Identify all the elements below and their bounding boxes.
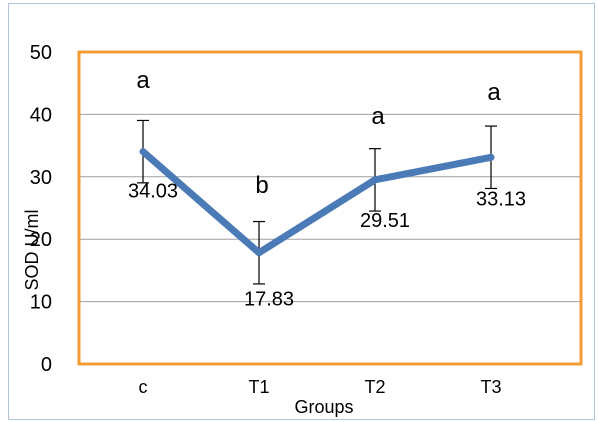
y-axis-ticks: 0 10 20 30 40 50 bbox=[30, 42, 52, 376]
data-labels: 34.03 17.83 29.51 33.13 bbox=[128, 181, 526, 311]
y-tick-label: 50 bbox=[30, 42, 52, 64]
significance-letter: a bbox=[487, 79, 501, 106]
x-tick-label: c bbox=[139, 377, 148, 397]
significance-letter: a bbox=[371, 103, 385, 130]
data-label: 33.13 bbox=[476, 188, 526, 210]
significance-letter: a bbox=[136, 67, 150, 94]
y-tick-label: 40 bbox=[30, 104, 52, 126]
error-bars bbox=[137, 119, 497, 285]
y-tick-label: 0 bbox=[41, 354, 52, 376]
significance-letter: b bbox=[255, 172, 268, 199]
y-tick-label: 20 bbox=[30, 229, 52, 251]
y-tick-label: 10 bbox=[30, 292, 52, 314]
plot-area-border bbox=[77, 50, 583, 366]
chart-frame bbox=[8, 3, 595, 420]
y-tick-label: 30 bbox=[30, 167, 52, 189]
significance-letters: a b a a bbox=[136, 67, 501, 199]
grid-lines bbox=[79, 113, 581, 303]
x-axis-title: Groups bbox=[294, 397, 353, 417]
series-line bbox=[139, 148, 495, 257]
data-label: 17.83 bbox=[244, 289, 294, 311]
data-label: 29.51 bbox=[360, 210, 410, 232]
x-axis-ticks: c T1 T2 T3 bbox=[139, 377, 502, 397]
data-label: 34.03 bbox=[128, 181, 178, 203]
x-tick-label: T3 bbox=[480, 377, 501, 397]
y-axis-title: SOD U/ml bbox=[22, 210, 42, 291]
x-tick-label: T2 bbox=[364, 377, 385, 397]
x-tick-label: T1 bbox=[248, 377, 269, 397]
